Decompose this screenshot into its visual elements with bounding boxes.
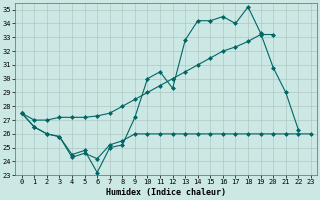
X-axis label: Humidex (Indice chaleur): Humidex (Indice chaleur)	[106, 188, 226, 197]
